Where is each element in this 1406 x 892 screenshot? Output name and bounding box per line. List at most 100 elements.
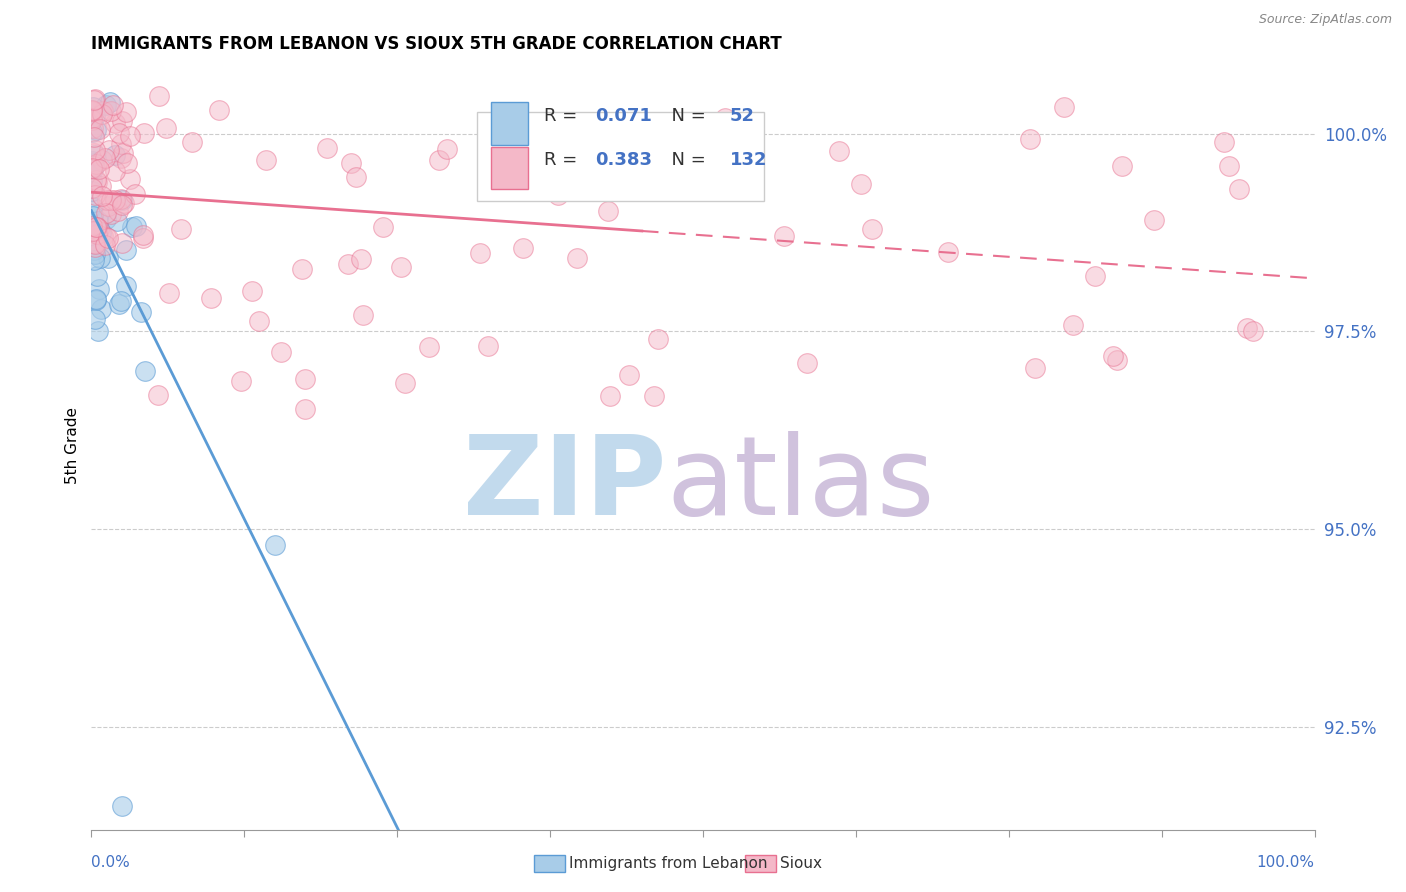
Point — [643, 389, 665, 403]
Point — [94, 97, 117, 112]
Point — [84, 188, 107, 202]
Point — [111, 145, 134, 160]
Point — [499, 135, 522, 149]
Point — [83, 236, 105, 251]
Text: atlas: atlas — [666, 431, 935, 538]
Point — [111, 198, 134, 212]
Point — [82, 209, 104, 223]
Point — [80, 200, 103, 214]
Point — [371, 220, 394, 235]
Point — [132, 126, 155, 140]
Point — [80, 184, 103, 198]
Point — [111, 235, 134, 250]
Point — [827, 145, 849, 159]
Point — [111, 798, 134, 813]
Point — [621, 174, 644, 188]
Text: N =: N = — [661, 107, 711, 125]
Point — [84, 293, 107, 308]
Point — [394, 376, 416, 390]
Point — [598, 203, 620, 218]
Point — [111, 193, 134, 207]
Point — [80, 219, 103, 234]
Point — [100, 103, 122, 118]
Point — [350, 252, 373, 266]
Point — [512, 241, 534, 255]
Point — [89, 222, 111, 236]
Point — [83, 129, 105, 144]
Point — [84, 292, 107, 306]
Point — [80, 112, 103, 126]
Point — [82, 100, 104, 114]
Point — [650, 122, 672, 136]
Point — [647, 332, 669, 346]
Point — [110, 136, 132, 151]
FancyBboxPatch shape — [477, 112, 765, 201]
Text: ZIP: ZIP — [463, 431, 666, 538]
Point — [170, 221, 193, 235]
Point — [97, 143, 120, 157]
Point — [796, 356, 818, 370]
Point — [1084, 268, 1107, 283]
Point — [94, 151, 117, 165]
Point — [418, 340, 440, 354]
Point — [84, 223, 107, 237]
Point — [83, 93, 105, 107]
Point — [82, 113, 104, 128]
Point — [97, 251, 120, 265]
Point — [110, 151, 132, 165]
Point — [84, 109, 107, 123]
Point — [97, 199, 120, 213]
Point — [155, 121, 177, 136]
Text: Sioux: Sioux — [780, 856, 823, 871]
Point — [860, 222, 883, 236]
Text: R =: R = — [544, 151, 583, 169]
Text: R =: R = — [544, 107, 583, 125]
Point — [84, 148, 107, 162]
Point — [91, 106, 114, 120]
Point — [80, 174, 103, 188]
Point — [114, 279, 136, 293]
Point — [80, 181, 103, 195]
Point — [134, 364, 156, 378]
Point — [291, 262, 314, 277]
Point — [247, 314, 270, 328]
Point — [91, 228, 114, 243]
Point — [110, 294, 132, 309]
Point — [1212, 135, 1234, 149]
Point — [89, 251, 111, 265]
Point — [104, 194, 127, 208]
Text: 100.0%: 100.0% — [1257, 855, 1315, 870]
Text: 0.383: 0.383 — [595, 151, 652, 169]
Point — [94, 238, 117, 252]
Point — [547, 187, 569, 202]
Point — [121, 219, 143, 234]
Point — [148, 387, 170, 401]
Point — [242, 284, 264, 298]
Point — [103, 116, 125, 130]
Point — [97, 230, 120, 244]
Point — [336, 257, 359, 271]
Point — [1243, 324, 1265, 338]
Point — [94, 229, 117, 244]
Point — [108, 126, 131, 140]
Point — [714, 111, 737, 125]
Point — [83, 145, 105, 160]
Point — [129, 305, 152, 319]
Point — [773, 229, 796, 244]
Point — [80, 153, 103, 168]
Point — [83, 156, 105, 170]
Point — [477, 339, 499, 353]
Point — [270, 344, 292, 359]
Point — [316, 141, 339, 155]
Point — [118, 129, 141, 144]
Point — [84, 123, 107, 137]
Point — [1111, 159, 1133, 173]
Point — [83, 240, 105, 254]
Point — [936, 245, 959, 260]
Point — [87, 214, 110, 228]
Point — [132, 228, 155, 243]
Text: 52: 52 — [730, 107, 755, 125]
Point — [111, 114, 134, 128]
Point — [82, 224, 104, 238]
Point — [89, 281, 111, 295]
